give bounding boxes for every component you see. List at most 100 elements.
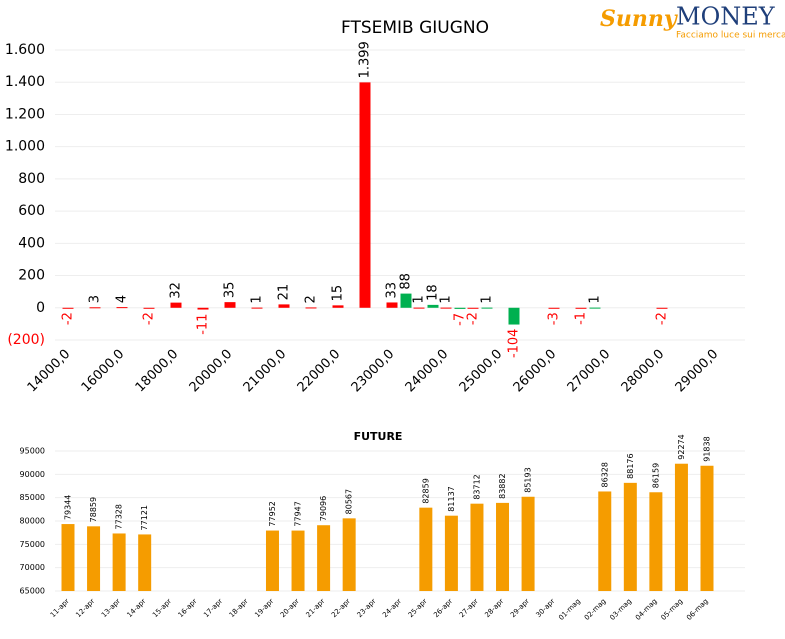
bar (386, 302, 398, 308)
bar (623, 482, 637, 591)
y-tick-label: 1.200 (5, 106, 45, 122)
value-label: 86159 (651, 463, 660, 488)
y-tick-label: 65000 (20, 587, 45, 596)
value-label: 88176 (626, 453, 635, 478)
value-label: 80567 (345, 489, 354, 514)
bar (481, 307, 493, 309)
bar (413, 307, 425, 309)
x-tick-label: 22-apr (330, 597, 352, 619)
x-tick-label: 18000,0 (133, 347, 182, 396)
y-tick-label: 70000 (20, 563, 45, 572)
bar (419, 507, 433, 591)
x-tick-label: 16000,0 (79, 347, 128, 396)
x-tick-label: 16-apr (177, 597, 199, 619)
value-label: 1 (439, 295, 454, 303)
value-label: 83712 (472, 474, 481, 499)
bar (508, 307, 520, 325)
bar (332, 305, 344, 308)
x-tick-label: 28000,0 (619, 347, 668, 396)
bar (589, 307, 601, 309)
bar (359, 82, 371, 308)
x-tick-label: 29-apr (509, 597, 531, 619)
bar (521, 496, 535, 591)
x-tick-label: 13-apr (100, 597, 122, 619)
x-tick-label: 15-apr (151, 597, 173, 619)
bar (649, 492, 663, 591)
value-label: 88 (399, 273, 414, 290)
x-tick-label: 24-apr (381, 597, 403, 619)
value-label: 77328 (115, 504, 124, 529)
x-tick-label: 29000,0 (673, 347, 722, 396)
logo-brand-a: Sunny (600, 6, 679, 32)
value-label: 77947 (294, 501, 303, 526)
x-tick-label: 03-mag (608, 597, 633, 622)
bar (427, 304, 439, 308)
bar (61, 524, 75, 591)
y-tick-label: 800 (18, 171, 45, 187)
x-tick-label: 27-apr (458, 597, 480, 619)
value-label: 32 (169, 282, 184, 299)
value-label: -2 (655, 312, 670, 325)
bar (674, 463, 688, 591)
value-label: 77121 (140, 505, 149, 530)
y-tick-label: (200) (7, 332, 45, 348)
x-tick-label: 05-mag (660, 597, 685, 622)
y-tick-label: 1.600 (5, 42, 45, 58)
bar (342, 518, 356, 591)
value-label: 1 (480, 295, 495, 303)
x-tick-label: 20000,0 (187, 347, 236, 396)
value-label: -2 (142, 312, 157, 325)
x-tick-label: 30-apr (535, 597, 557, 619)
value-label: 92274 (677, 434, 686, 459)
bar (700, 465, 714, 591)
x-tick-label: 24000,0 (403, 347, 452, 396)
value-label: -1 (574, 312, 589, 325)
value-label: 78859 (89, 497, 98, 522)
value-label: 1.399 (358, 41, 373, 78)
bar (87, 526, 101, 591)
value-label: -7 (453, 313, 468, 326)
bar (197, 307, 209, 310)
value-label: 1 (250, 295, 265, 303)
value-label: 35 (223, 282, 238, 299)
bar (116, 307, 128, 309)
y-tick-label: 600 (18, 203, 45, 219)
bar (138, 534, 152, 591)
x-tick-label: 06-mag (685, 597, 710, 622)
bar (89, 307, 101, 309)
x-tick-label: 25000,0 (457, 347, 506, 396)
bar (444, 515, 458, 591)
bar (548, 307, 560, 309)
bar (656, 307, 668, 309)
x-tick-label: 11-apr (49, 597, 71, 619)
value-label: -11 (196, 314, 211, 335)
value-label: 33 (385, 282, 400, 299)
value-label: 15 (331, 285, 346, 302)
value-label: 1 (412, 295, 427, 303)
y-tick-label: 90000 (20, 470, 45, 479)
bar (143, 307, 155, 309)
bar (317, 525, 331, 591)
bar (224, 302, 236, 308)
x-tick-label: 01-mag (557, 597, 582, 622)
x-tick-label: 25-apr (407, 597, 429, 619)
bar (291, 530, 305, 591)
x-tick-label: 19-apr (253, 597, 275, 619)
value-label: -2 (61, 312, 76, 325)
x-tick-label: 12-apr (74, 597, 96, 619)
value-label: -104 (507, 329, 522, 359)
bar (440, 307, 452, 309)
x-tick-label: 17-apr (202, 597, 224, 619)
bar (265, 530, 279, 591)
bar (598, 491, 612, 591)
x-tick-label: 04-mag (634, 597, 659, 622)
value-label: -2 (466, 312, 481, 325)
value-label: 79344 (64, 495, 73, 520)
x-tick-label: 28-apr (483, 597, 505, 619)
value-label: 18 (426, 284, 441, 301)
bar (112, 533, 126, 591)
x-tick-label: 23000,0 (349, 347, 398, 396)
value-label: 1 (588, 295, 603, 303)
y-tick-label: 400 (18, 235, 45, 251)
